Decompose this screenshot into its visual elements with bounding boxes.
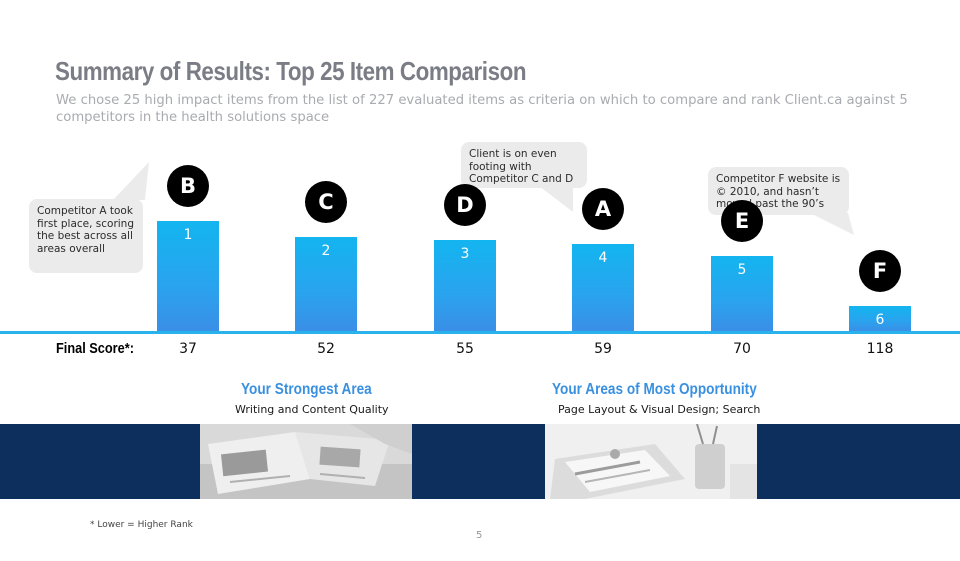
callout-middle-tail bbox=[539, 186, 573, 212]
strongest-area-heading: Your Strongest Area bbox=[241, 381, 372, 398]
chart-bar: 4 bbox=[572, 244, 634, 331]
final-score-label: Final Score*: bbox=[56, 340, 134, 357]
callout-left-tail bbox=[113, 162, 149, 200]
chart-bar: 2 bbox=[295, 236, 357, 331]
chart-bar: 3 bbox=[434, 239, 496, 331]
bar-rank-label: 6 bbox=[875, 312, 885, 328]
competitor-marker: A bbox=[582, 188, 624, 231]
desk-supplies-photo bbox=[545, 424, 757, 499]
final-score-value: 70 bbox=[733, 341, 751, 357]
callout-middle-text: Client is on even footing with Competito… bbox=[469, 148, 574, 185]
competitor-marker: D bbox=[444, 183, 486, 226]
bar-rank-label: 4 bbox=[598, 250, 608, 267]
final-score-value: 52 bbox=[317, 341, 335, 357]
strongest-area-detail: Writing and Content Quality bbox=[235, 403, 389, 416]
bar-rank-label: 2 bbox=[321, 242, 331, 259]
page-subtitle: We chose 25 high impact items from the l… bbox=[56, 93, 908, 125]
final-score-value: 55 bbox=[456, 341, 474, 357]
final-score-value: 118 bbox=[866, 341, 894, 357]
opportunity-area-heading: Your Areas of Most Opportunity bbox=[552, 381, 757, 398]
opportunity-area-detail: Page Layout & Visual Design; Search bbox=[558, 403, 761, 416]
competitor-marker: F bbox=[859, 250, 901, 292]
callout-middle: Client is on even footing with Competito… bbox=[461, 142, 587, 188]
final-score-value: 59 bbox=[594, 341, 612, 357]
callout-right-text: Competitor F website is © 2010, and hasn… bbox=[716, 173, 841, 210]
page-number: 5 bbox=[476, 530, 483, 541]
bar-rank-label: 3 bbox=[460, 245, 470, 262]
competitor-marker: B bbox=[167, 165, 209, 207]
callout-left-text: Competitor A took first place, scoring t… bbox=[37, 205, 135, 255]
final-score-value: 37 bbox=[179, 341, 197, 357]
chart-baseline bbox=[0, 331, 960, 334]
image-band bbox=[0, 424, 960, 499]
competitor-marker: C bbox=[305, 180, 347, 223]
footnote: * Lower = Higher Rank bbox=[90, 520, 193, 530]
page-title: Summary of Results: Top 25 Item Comparis… bbox=[55, 56, 527, 86]
bar-rank-label: 1 bbox=[183, 227, 193, 243]
callout-right-tail bbox=[810, 213, 854, 235]
chart-bar: 5 bbox=[711, 255, 773, 331]
bar-rank-label: 5 bbox=[737, 261, 747, 278]
chart-bar: 1 bbox=[157, 221, 219, 331]
chart-bar: 6 bbox=[849, 306, 911, 331]
callout-left: Competitor A took first place, scoring t… bbox=[29, 199, 143, 273]
competitor-marker: E bbox=[721, 199, 763, 242]
magazine-photo bbox=[200, 424, 412, 499]
